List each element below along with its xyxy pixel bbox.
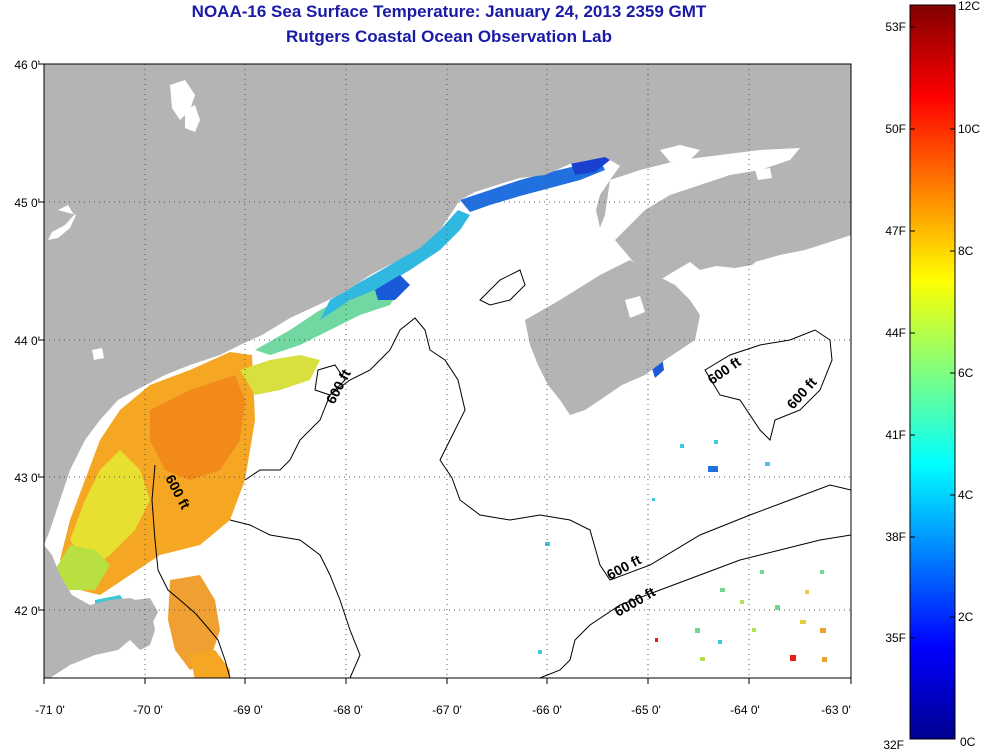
contour-6000ft (539, 534, 851, 678)
axis-ticks (38, 63, 852, 684)
sst-data-swath (55, 152, 664, 678)
colorbar-f-label: 35F (885, 631, 906, 645)
colorbar-c-label: 2C (958, 610, 974, 624)
lat-label: 45 0' (14, 196, 40, 210)
map-title: NOAA-16 Sea Surface Temperature: January… (191, 2, 707, 21)
colorbar-f-label: 50F (885, 122, 906, 136)
colorbar-c-label: 8C (958, 244, 974, 258)
colorbar-f-label: 47F (885, 224, 906, 238)
colorbar: 53F 50F 47F 44F 41F 38F 35F 32F 12C 10C … (883, 0, 980, 752)
map-subtitle: Rutgers Coastal Ocean Observation Lab (286, 27, 612, 46)
colorbar-f-label: 38F (885, 530, 906, 544)
lon-label: -69 0' (233, 703, 263, 717)
colorbar-c-label: 12C (958, 0, 980, 13)
colorbar-c-label: 10C (958, 122, 980, 136)
contour-600ft-gulf (244, 317, 851, 581)
lon-label: -71 0' (35, 703, 65, 717)
contour-blob (314, 364, 346, 396)
lat-label: 46 0' (14, 58, 40, 72)
lat-label: 44 0' (14, 334, 40, 348)
lakes (48, 80, 772, 360)
bay-of-fundy (585, 148, 800, 262)
contour-600ft-inner (229, 519, 361, 678)
contour-600ft-west (151, 464, 231, 678)
colorbar-f-label: 41F (885, 428, 906, 442)
colorbar-f-label: 53F (885, 20, 906, 34)
lon-label: -67 0' (432, 703, 462, 717)
colorbar-f-label: 44F (885, 326, 906, 340)
lon-label: -70 0' (133, 703, 163, 717)
lat-label: 42 0' (14, 604, 40, 618)
colorbar-c-label: 0C (960, 735, 976, 749)
lon-label: -64 0' (730, 703, 760, 717)
lon-label: -68 0' (333, 703, 363, 717)
colorbar-c-label: 6C (958, 366, 974, 380)
colorbar-f-label: 32F (883, 738, 904, 752)
colorbar-gradient (909, 4, 956, 740)
contour-scotian (704, 329, 833, 441)
lat-label: 43 0' (14, 471, 40, 485)
depth-contours (151, 269, 851, 678)
lon-label: -66 0' (532, 703, 562, 717)
lon-label: -63 0' (821, 703, 851, 717)
colorbar-c-label: 4C (958, 488, 974, 502)
contour-brown-bank (479, 269, 526, 306)
lon-label: -65 0' (631, 703, 661, 717)
